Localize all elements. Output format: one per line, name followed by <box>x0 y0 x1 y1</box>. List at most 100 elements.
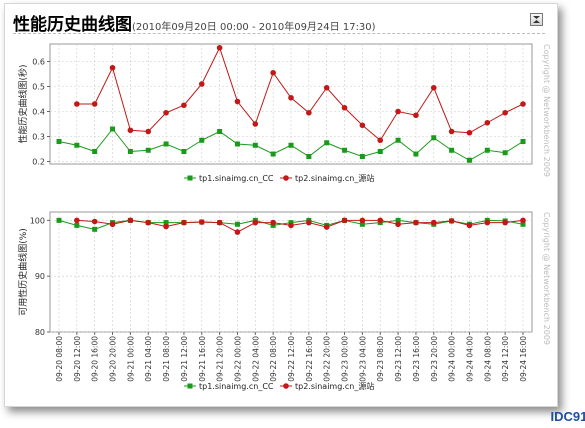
data-point <box>163 141 169 147</box>
y-tick-label: 80 <box>35 328 45 337</box>
data-point <box>430 219 437 226</box>
series-line <box>76 46 524 142</box>
data-point <box>484 219 491 226</box>
data-point <box>216 44 223 51</box>
data-point <box>270 69 276 76</box>
data-point <box>377 217 384 224</box>
data-point <box>270 219 276 226</box>
legend-marker <box>187 383 193 389</box>
x-tick-label: 09-21 08:00 <box>162 336 171 382</box>
data-point <box>198 219 205 225</box>
data-point <box>109 64 116 71</box>
data-point <box>252 142 258 148</box>
legend-label: tp1.sinaimg.cn_CC <box>199 382 274 391</box>
legend-marker <box>283 383 289 389</box>
data-point <box>91 218 98 225</box>
legend-label: tp2.sinaimg.cn_源站 <box>295 381 374 391</box>
data-point <box>181 149 187 154</box>
data-point <box>74 217 80 224</box>
data-point <box>270 151 276 157</box>
data-point <box>288 222 294 229</box>
data-point <box>145 219 152 226</box>
data-point <box>234 98 241 105</box>
data-point <box>359 217 366 224</box>
data-point <box>234 141 240 147</box>
data-point <box>74 101 80 107</box>
y-tick-label: 0.6 <box>32 58 45 67</box>
data-point <box>127 217 134 224</box>
x-tick-label: 09-24 00:00 <box>448 336 457 382</box>
legend-marker <box>283 175 289 181</box>
x-tick-label: 09-23 00:00 <box>341 336 350 382</box>
collapse-icon[interactable] <box>530 13 543 26</box>
x-tick-label: 09-24 04:00 <box>465 336 474 382</box>
title-row: 性能历史曲线图(2010年09月20日 00:00 - 2010年09月24日 … <box>13 10 517 35</box>
y-tick-label: 0.5 <box>32 83 45 92</box>
x-tick-label: 09-23 04:00 <box>358 336 367 382</box>
data-point <box>110 126 116 132</box>
data-point <box>342 147 348 153</box>
data-point <box>484 147 490 153</box>
data-point <box>359 221 365 227</box>
data-point <box>324 140 330 146</box>
data-point <box>502 109 508 116</box>
data-point <box>359 154 365 159</box>
x-tick-label: 09-21 00:00 <box>126 336 135 382</box>
data-point <box>484 119 491 126</box>
data-point <box>466 222 473 229</box>
x-tick-label: 09-22 20:00 <box>323 336 332 382</box>
data-point <box>395 108 401 115</box>
x-tick-label: 09-21 12:00 <box>180 336 189 382</box>
y-tick-label: 90 <box>35 272 45 281</box>
y-tick-label: 100 <box>30 216 45 225</box>
data-point <box>163 220 169 226</box>
data-point <box>306 219 312 226</box>
data-point <box>413 151 419 157</box>
y-axis-label: 性能历史曲线图(秒) <box>17 64 29 143</box>
x-tick-label: 09-20 16:00 <box>91 336 100 382</box>
data-point <box>413 219 419 226</box>
data-point <box>448 218 455 224</box>
x-tick-label: 09-21 04:00 <box>144 336 153 382</box>
legend-label: tp1.sinaimg.cn_CC <box>199 174 274 183</box>
data-point <box>395 221 401 228</box>
x-tick-label: 09-23 20:00 <box>430 336 439 382</box>
x-tick-label: 09-24 12:00 <box>501 336 510 382</box>
data-point <box>377 149 383 154</box>
data-point <box>74 142 80 148</box>
x-tick-label: 09-24 16:00 <box>519 336 528 382</box>
data-point <box>448 128 455 135</box>
x-tick-label: 09-23 16:00 <box>412 336 421 382</box>
data-point <box>145 128 152 135</box>
data-point <box>92 149 98 154</box>
data-point <box>163 109 169 116</box>
data-point <box>413 112 419 119</box>
data-point <box>181 219 187 226</box>
x-tick-label: 09-22 00:00 <box>233 336 242 382</box>
data-point <box>56 217 62 223</box>
data-point <box>449 147 455 153</box>
data-point <box>217 129 223 134</box>
data-point <box>395 137 401 143</box>
data-point <box>109 221 116 228</box>
y-tick-label: 0.3 <box>32 133 45 142</box>
data-point <box>306 154 312 159</box>
data-point <box>520 101 526 107</box>
data-point <box>181 102 187 109</box>
data-point <box>323 224 330 230</box>
data-point <box>359 122 366 129</box>
data-point <box>341 217 348 224</box>
data-point <box>56 139 62 144</box>
data-point <box>234 229 241 235</box>
data-point <box>198 81 205 87</box>
data-point <box>341 104 348 111</box>
x-tick-label: 09-20 20:00 <box>109 336 118 382</box>
title-divider <box>13 33 545 34</box>
data-point <box>430 84 437 91</box>
data-point <box>127 149 133 154</box>
data-point <box>520 221 526 227</box>
data-point <box>92 226 98 232</box>
data-point <box>502 219 508 226</box>
x-tick-label: 09-20 12:00 <box>73 336 82 382</box>
data-point <box>502 150 508 156</box>
